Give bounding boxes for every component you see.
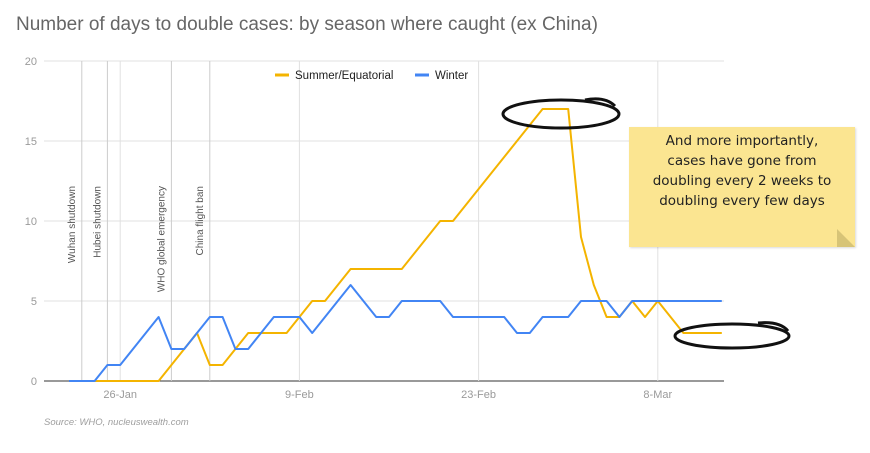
annotation-note-text: And more importantly, cases have gone fr… [652,133,832,209]
y-tick-label: 5 [31,296,37,308]
legend-label: Winter [435,70,468,82]
y-tick-label: 20 [25,56,37,68]
x-tick-label: 23-Feb [461,389,496,401]
legend: Summer/Equatorial Winter [275,70,468,82]
highlight-circle-peak [501,98,621,130]
event-label: Wuhan shutdown [67,186,78,263]
chart-title: Number of days to double cases: by seaso… [16,14,598,35]
annotation-note [629,127,855,247]
y-tick-label: 10 [25,216,37,228]
y-tick-label: 15 [25,136,37,148]
legend-label: Summer/Equatorial [295,70,393,82]
x-tick-label: 26-Jan [103,389,137,401]
annotation-note-corner [837,229,855,247]
series-line-summer-equatorial [69,108,722,382]
y-tick-label: 0 [31,376,37,388]
event-label: WHO global emergency [156,186,167,292]
event-label: China flight ban [195,186,206,256]
highlight-circle-end [673,322,791,350]
chart-source: Source: WHO, nucleuswealth.com [44,417,189,428]
highlight-circles [501,97,791,350]
highlight-circle-end-tail [757,321,790,333]
highlight-circle-peak-tail [584,97,617,108]
event-label: Hubei shutdown [92,186,103,258]
x-tick-label: 8-Mar [643,389,672,401]
event-markers: Wuhan shutdown Hubei shutdown WHO global e… [67,61,211,381]
axis-labels: 0 5 10 15 20 26-Jan 9-Feb 23-Feb 8-Mar [25,56,673,401]
series-lines [69,108,722,382]
series-line-winter [69,284,722,382]
x-tick-label: 9-Feb [285,389,314,401]
